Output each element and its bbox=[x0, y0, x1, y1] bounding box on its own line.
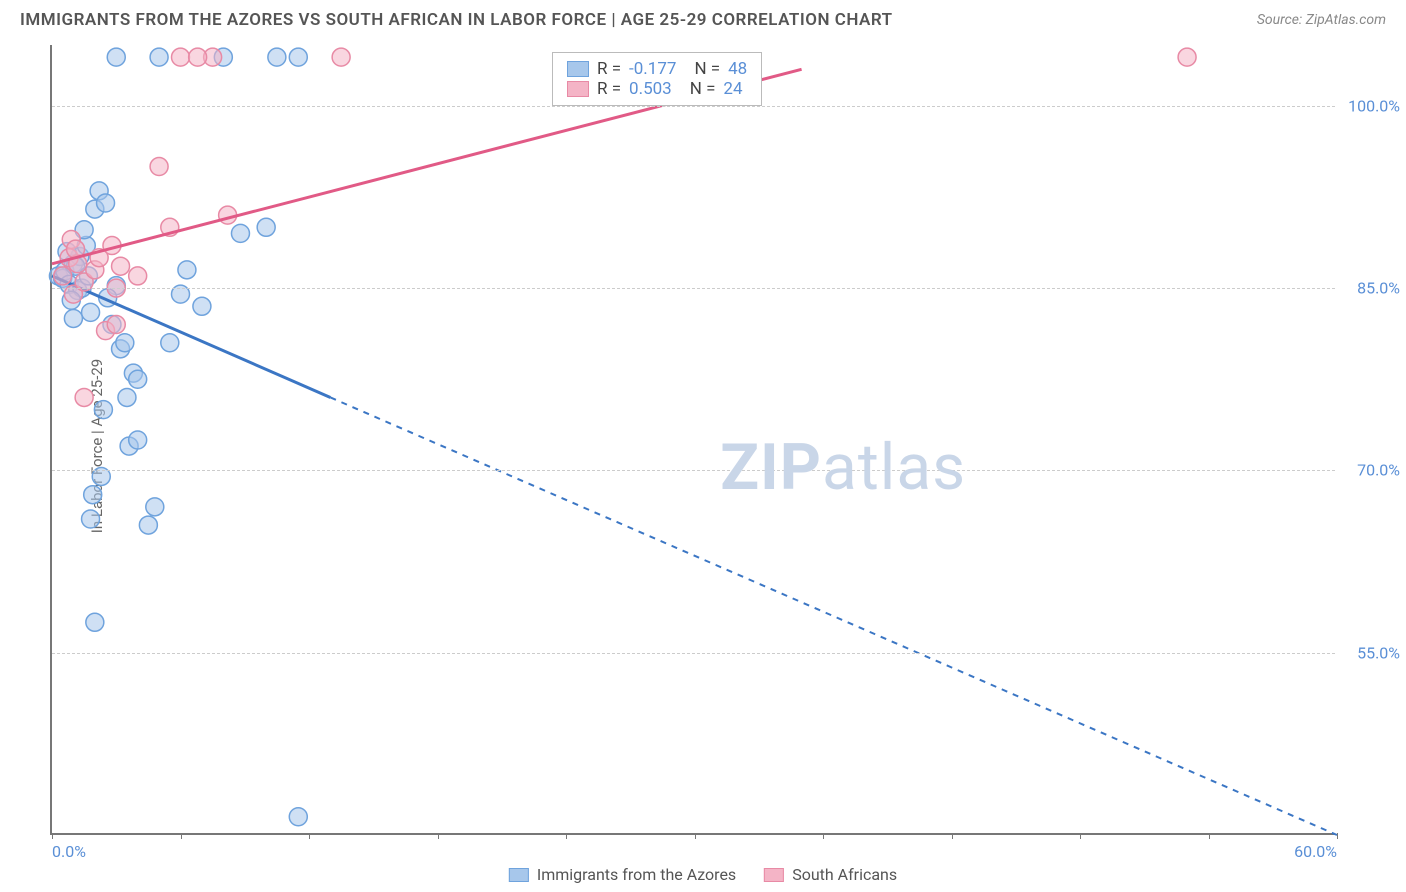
r-value: 0.503 bbox=[629, 79, 672, 99]
data-point-south_africans bbox=[172, 48, 190, 66]
trendline-dash-azores bbox=[330, 397, 1337, 835]
y-tick-label: 70.0% bbox=[1357, 461, 1400, 480]
r-value: -0.177 bbox=[629, 59, 676, 79]
legend-label-sa: South Africans bbox=[792, 865, 897, 884]
data-point-azores bbox=[82, 303, 100, 321]
r-label: R = bbox=[597, 59, 621, 79]
data-point-azores bbox=[129, 431, 147, 449]
data-point-azores bbox=[289, 48, 307, 66]
data-point-south_africans bbox=[107, 316, 125, 334]
legend-label-azores: Immigrants from the Azores bbox=[537, 865, 736, 884]
y-tick-label: 55.0% bbox=[1357, 643, 1400, 662]
legend-stats: R =-0.177N =48R =0.503N =24 bbox=[552, 52, 762, 106]
legend-stats-swatch bbox=[567, 61, 589, 77]
data-point-south_africans bbox=[112, 257, 130, 275]
x-tick-label-left: 0.0% bbox=[52, 842, 86, 861]
data-point-azores bbox=[150, 48, 168, 66]
source-label: Source: ZipAtlas.com bbox=[1257, 12, 1386, 28]
trendline-azores bbox=[52, 276, 330, 398]
data-point-azores bbox=[118, 388, 136, 406]
x-tick bbox=[1337, 833, 1338, 839]
gridline bbox=[52, 470, 1335, 471]
data-point-azores bbox=[161, 334, 179, 352]
data-point-azores bbox=[116, 334, 134, 352]
data-point-azores bbox=[86, 613, 104, 631]
legend-swatch-sa bbox=[764, 868, 784, 882]
legend-item-sa: South Africans bbox=[764, 865, 897, 884]
legend-bottom: Immigrants from the Azores South African… bbox=[509, 865, 897, 884]
y-tick-label: 100.0% bbox=[1348, 96, 1400, 115]
x-tick bbox=[1080, 833, 1081, 839]
x-tick bbox=[1209, 833, 1210, 839]
x-tick bbox=[52, 833, 53, 839]
x-tick bbox=[823, 833, 824, 839]
x-tick bbox=[695, 833, 696, 839]
data-point-south_africans bbox=[189, 48, 207, 66]
n-value: 24 bbox=[723, 79, 742, 99]
gridline bbox=[52, 653, 1335, 654]
legend-stats-swatch bbox=[567, 81, 589, 97]
n-label: N = bbox=[690, 79, 716, 99]
data-point-azores bbox=[64, 309, 82, 327]
data-point-south_africans bbox=[150, 158, 168, 176]
data-point-south_africans bbox=[332, 48, 350, 66]
data-point-south_africans bbox=[1178, 48, 1196, 66]
data-point-azores bbox=[146, 498, 164, 516]
data-point-south_africans bbox=[129, 267, 147, 285]
legend-item-azores: Immigrants from the Azores bbox=[509, 865, 736, 884]
n-label: N = bbox=[694, 59, 720, 79]
data-point-azores bbox=[107, 48, 125, 66]
data-point-azores bbox=[257, 218, 275, 236]
legend-swatch-azores bbox=[509, 868, 529, 882]
legend-stats-row: R = -0.177 N = 48 bbox=[567, 59, 747, 79]
data-point-azores bbox=[94, 401, 112, 419]
x-tick bbox=[438, 833, 439, 839]
x-tick bbox=[952, 833, 953, 839]
x-tick bbox=[566, 833, 567, 839]
x-tick bbox=[181, 833, 182, 839]
data-point-azores bbox=[289, 808, 307, 826]
data-point-azores bbox=[139, 516, 157, 534]
data-point-azores bbox=[97, 194, 115, 212]
data-point-azores bbox=[193, 297, 211, 315]
x-tick bbox=[309, 833, 310, 839]
r-label: R = bbox=[597, 79, 621, 99]
plot-area: 55.0%70.0%85.0%100.0%0.0%60.0%ZIPatlasR … bbox=[50, 45, 1335, 835]
title-bar: IMMIGRANTS FROM THE AZORES VS SOUTH AFRI… bbox=[20, 10, 1386, 30]
data-point-azores bbox=[231, 224, 249, 242]
data-point-south_africans bbox=[75, 388, 93, 406]
data-point-azores bbox=[129, 370, 147, 388]
data-point-azores bbox=[82, 510, 100, 528]
n-value: 48 bbox=[728, 59, 747, 79]
legend-stats-row: R = 0.503 N = 24 bbox=[567, 79, 747, 99]
data-point-south_africans bbox=[54, 267, 72, 285]
chart-title: IMMIGRANTS FROM THE AZORES VS SOUTH AFRI… bbox=[20, 10, 893, 30]
gridline bbox=[52, 288, 1335, 289]
data-point-azores bbox=[84, 486, 102, 504]
x-tick-label-right: 60.0% bbox=[1294, 842, 1337, 861]
data-point-azores bbox=[268, 48, 286, 66]
y-tick-label: 85.0% bbox=[1357, 279, 1400, 298]
data-point-azores bbox=[178, 261, 196, 279]
plot-svg bbox=[52, 45, 1335, 833]
